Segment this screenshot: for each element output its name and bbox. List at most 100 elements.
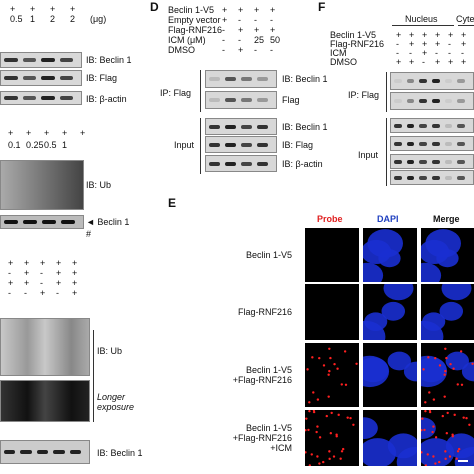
sign: - (24, 288, 27, 298)
sign: 50 (270, 35, 281, 45)
band (4, 450, 16, 454)
band (406, 79, 415, 83)
band (419, 141, 427, 146)
condition-label: ICM (μM) (168, 35, 206, 45)
row-label: +ICM (270, 443, 292, 453)
bracket (200, 70, 201, 112)
group-label: Input (358, 150, 379, 160)
sign: + (222, 15, 228, 25)
sign: + (409, 30, 415, 40)
sign: - (254, 15, 257, 25)
sign: + (10, 4, 16, 14)
band (432, 159, 440, 164)
bracket (386, 72, 387, 112)
sign: + (56, 258, 62, 268)
condition-label: ICM (330, 48, 347, 58)
band-label: ◄ Beclin 1 (86, 217, 130, 227)
sign: + (70, 4, 76, 14)
sign: - (461, 48, 464, 58)
column-header: Merge (433, 214, 460, 224)
band (394, 159, 402, 164)
blot-label: IB: Beclin 1 (86, 55, 132, 65)
sign: - (435, 48, 438, 58)
sign: + (222, 5, 228, 15)
band (406, 141, 415, 146)
band (241, 98, 252, 102)
condition-label: DMSO (168, 45, 195, 55)
band (394, 99, 402, 103)
micrograph (305, 343, 359, 407)
band (432, 123, 440, 128)
sign: + (254, 25, 260, 35)
column-header: DAPI (377, 214, 399, 224)
sign: + (44, 128, 50, 138)
panel-letter: E (168, 196, 177, 210)
sign: - (40, 278, 43, 288)
band (209, 98, 220, 102)
sign: + (409, 39, 415, 49)
sign: 1 (30, 14, 36, 24)
blot-label: IB: Ub (86, 180, 112, 190)
sign: - (422, 57, 425, 67)
row-label: Beclin 1-V5 (245, 250, 292, 260)
scale-bar (458, 460, 468, 462)
sign: - (8, 288, 11, 298)
band (444, 123, 453, 128)
band (432, 79, 440, 83)
sign: + (409, 57, 415, 67)
sign: + (26, 128, 32, 138)
band (209, 161, 220, 166)
micrograph (305, 228, 359, 282)
rule (458, 25, 474, 26)
panel-letter: F (318, 0, 326, 14)
blot-label: IB: Flag (86, 73, 118, 83)
row-label: +Flag-RNF216 (232, 375, 292, 385)
sign: + (422, 48, 428, 58)
blot-label: IB: β-actin (86, 94, 127, 104)
sign: + (40, 258, 46, 268)
sign: + (448, 30, 454, 40)
sign: + (435, 57, 441, 67)
micrograph (421, 284, 474, 340)
band (225, 161, 236, 166)
sign: + (435, 30, 441, 40)
band (257, 77, 268, 81)
band (22, 76, 36, 80)
micrograph (363, 228, 417, 282)
sign: - (254, 45, 257, 55)
band (36, 450, 49, 454)
band (241, 142, 252, 147)
sign: + (50, 4, 56, 14)
sign: + (461, 39, 467, 49)
sign: + (72, 268, 78, 278)
band (69, 450, 81, 454)
band (59, 76, 73, 80)
condition-label: DMSO (330, 57, 357, 67)
mark: # (86, 229, 92, 239)
band (432, 141, 440, 146)
band (444, 159, 453, 164)
band (257, 142, 268, 147)
fraction-label: Cyte (456, 14, 474, 24)
group-label: IP: Flag (348, 90, 380, 100)
sign: - (8, 268, 11, 278)
band (444, 175, 453, 180)
band (241, 77, 252, 81)
sign: + (461, 30, 467, 40)
band (225, 77, 236, 81)
sign: - (40, 268, 43, 278)
band (209, 142, 220, 147)
sign: + (422, 39, 428, 49)
sign: 0.25 (26, 140, 44, 150)
row-label: Beclin 1-V5 (245, 365, 292, 375)
band (419, 159, 427, 164)
band (419, 99, 427, 103)
sign: + (72, 278, 78, 288)
sign: - (222, 35, 225, 45)
row-label: Beclin 1-V5 (245, 423, 292, 433)
sign: + (56, 278, 62, 288)
band (444, 79, 453, 83)
sign: + (56, 268, 62, 278)
blot-label: IB: β-actin (282, 159, 323, 169)
